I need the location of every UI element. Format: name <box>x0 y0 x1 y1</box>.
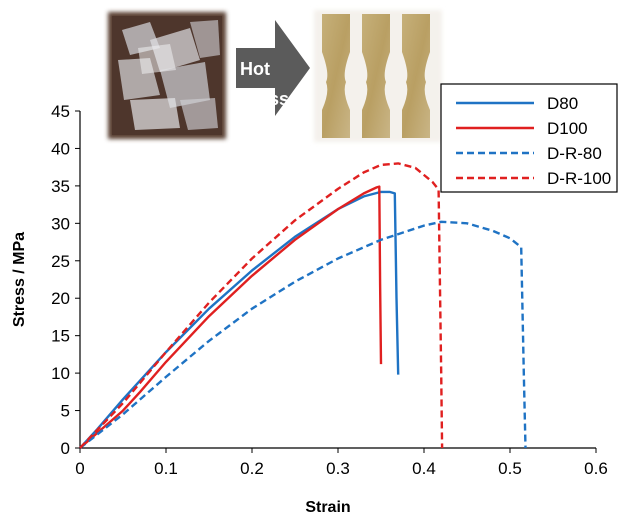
arrow-label-line2: Press <box>240 89 289 109</box>
y-tick-label: 35 <box>51 177 70 196</box>
dogbone-specimens-photo <box>314 10 442 142</box>
y-tick-label: 30 <box>51 214 70 233</box>
legend: D80 D100 D-R-80 D-R-100 <box>440 83 618 193</box>
series-line-d80 <box>79 190 400 449</box>
y-tick-label: 40 <box>51 139 70 158</box>
x-tick-label: 0.5 <box>498 459 522 478</box>
legend-label-d-r-80: D-R-80 <box>547 144 602 163</box>
y-tick-label: 45 <box>51 102 70 121</box>
y-axis-title: Stress / MPa <box>11 232 28 327</box>
y-tick-label: 10 <box>51 364 70 383</box>
y-tick-label: 20 <box>51 289 70 308</box>
x-tick-label: 0.6 <box>584 459 608 478</box>
arrow-label-line1: Hot <box>240 59 270 79</box>
x-tick-label: 0.3 <box>326 459 350 478</box>
x-tick-label: 0.2 <box>240 459 264 478</box>
y-tick-label: 0 <box>61 439 70 458</box>
series-line-d-r-80 <box>79 220 527 449</box>
x-tick-label: 0.1 <box>154 459 178 478</box>
series-line-d100 <box>79 185 383 449</box>
x-axis-title: Strain <box>305 499 350 516</box>
y-tick-label: 25 <box>51 252 70 271</box>
hot-press-arrow: Hot Press <box>236 20 310 116</box>
x-tick-label: 0.4 <box>412 459 436 478</box>
plot-area: 0 5 10 15 20 25 30 35 40 45 0 0.1 0.2 0.3 0.4 0.5 0.6 Str… <box>11 102 608 516</box>
legend-label-d80: D80 <box>547 94 578 113</box>
legend-label-d100: D100 <box>547 119 588 138</box>
shredded-film-photo <box>108 12 226 139</box>
y-tick-label: 5 <box>61 402 70 421</box>
series-line-d-r-100 <box>79 162 444 449</box>
y-tick-label: 15 <box>51 327 70 346</box>
x-tick-label: 0 <box>75 459 84 478</box>
legend-label-d-r-100: D-R-100 <box>547 169 611 188</box>
